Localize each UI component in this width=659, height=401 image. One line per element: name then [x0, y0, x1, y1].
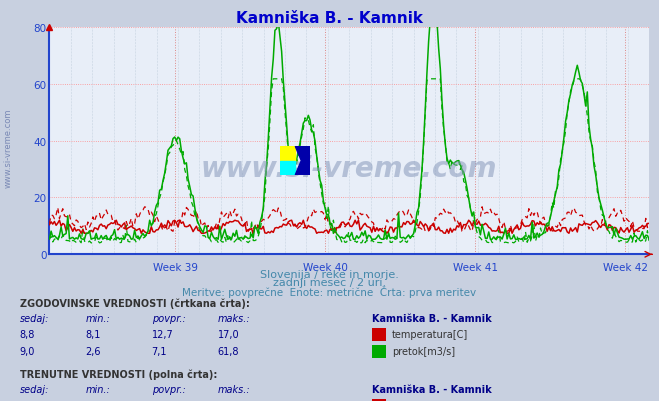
- Bar: [280, 161, 295, 175]
- Text: maks.:: maks.:: [217, 384, 250, 394]
- Text: 12,7: 12,7: [152, 330, 173, 340]
- Text: Meritve: povprečne  Enote: metrične  Črta: prva meritev: Meritve: povprečne Enote: metrične Črta:…: [183, 286, 476, 298]
- Text: Kamniška B. - Kamnik: Kamniška B. - Kamnik: [372, 384, 492, 394]
- Text: povpr.:: povpr.:: [152, 313, 185, 323]
- Text: min.:: min.:: [86, 313, 111, 323]
- Text: www.si-vreme.com: www.si-vreme.com: [201, 154, 498, 182]
- Text: 61,8: 61,8: [217, 346, 239, 356]
- Text: 2,6: 2,6: [86, 346, 101, 356]
- Text: 9,0: 9,0: [20, 346, 35, 356]
- Text: 17,0: 17,0: [217, 330, 239, 340]
- Text: TRENUTNE VREDNOSTI (polna črta):: TRENUTNE VREDNOSTI (polna črta):: [20, 369, 217, 379]
- Text: povpr.:: povpr.:: [152, 384, 185, 394]
- Text: pretok[m3/s]: pretok[m3/s]: [392, 346, 455, 356]
- Text: zadnji mesec / 2 uri.: zadnji mesec / 2 uri.: [273, 277, 386, 288]
- Bar: [280, 147, 295, 161]
- Text: sedaj:: sedaj:: [20, 384, 49, 394]
- Text: Kamniška B. - Kamnik: Kamniška B. - Kamnik: [236, 10, 423, 26]
- Text: 7,1: 7,1: [152, 346, 167, 356]
- Text: Week 39: Week 39: [153, 263, 198, 273]
- Polygon shape: [295, 147, 310, 175]
- Text: Kamniška B. - Kamnik: Kamniška B. - Kamnik: [372, 313, 492, 323]
- Text: Week 40: Week 40: [303, 263, 348, 273]
- Text: maks.:: maks.:: [217, 313, 250, 323]
- Text: 8,1: 8,1: [86, 330, 101, 340]
- Text: Week 41: Week 41: [453, 263, 498, 273]
- Text: temperatura[C]: temperatura[C]: [392, 330, 469, 340]
- Text: www.si-vreme.com: www.si-vreme.com: [3, 109, 13, 188]
- Text: Week 42: Week 42: [602, 263, 648, 273]
- Text: ZGODOVINSKE VREDNOSTI (črtkana črta):: ZGODOVINSKE VREDNOSTI (črtkana črta):: [20, 298, 250, 308]
- Text: 8,8: 8,8: [20, 330, 35, 340]
- Text: sedaj:: sedaj:: [20, 313, 49, 323]
- Text: min.:: min.:: [86, 384, 111, 394]
- Text: Slovenija / reke in morje.: Slovenija / reke in morje.: [260, 269, 399, 279]
